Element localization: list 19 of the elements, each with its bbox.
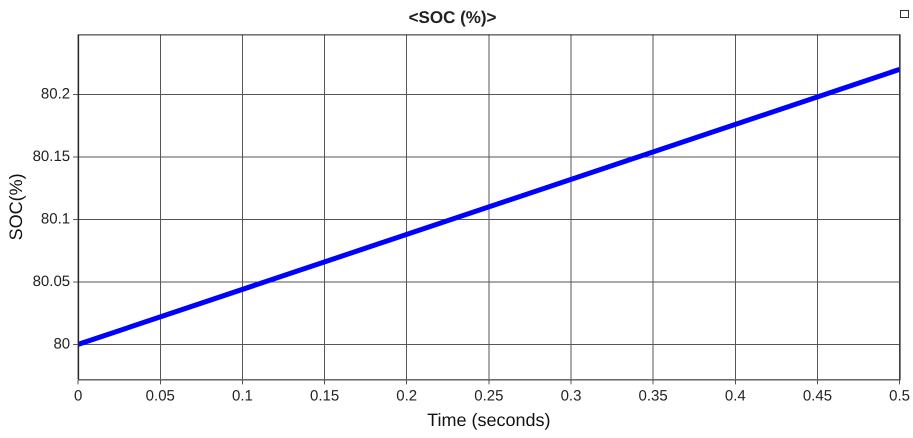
x-tick-label: 0.4 bbox=[724, 388, 746, 405]
x-tick-label: 0.05 bbox=[146, 388, 175, 405]
y-tick-label: 80.1 bbox=[40, 210, 70, 228]
x-axis-title: Time (seconds) bbox=[427, 410, 551, 430]
x-tick-label: 0.2 bbox=[396, 388, 418, 405]
x-tick-label: 0.45 bbox=[802, 388, 832, 405]
y-axis-title: SOC(%) bbox=[6, 173, 26, 240]
x-tick-label: 0.5 bbox=[889, 388, 910, 405]
x-tick-label: 0.1 bbox=[232, 388, 253, 405]
chart-title: <SOC (%)> bbox=[408, 8, 496, 27]
y-tick-label: 80 bbox=[53, 336, 70, 353]
x-tick-label: 0.3 bbox=[560, 388, 582, 405]
x-tick-label: 0.25 bbox=[474, 388, 504, 405]
x-tick-label: 0.35 bbox=[638, 388, 668, 405]
y-tick-label: 80.05 bbox=[32, 273, 70, 290]
x-tick-label: 0.15 bbox=[310, 388, 340, 405]
y-tick-label: 80.15 bbox=[32, 148, 70, 166]
x-tick-label: 0 bbox=[74, 388, 82, 405]
y-tick-label: 80.2 bbox=[40, 86, 70, 103]
